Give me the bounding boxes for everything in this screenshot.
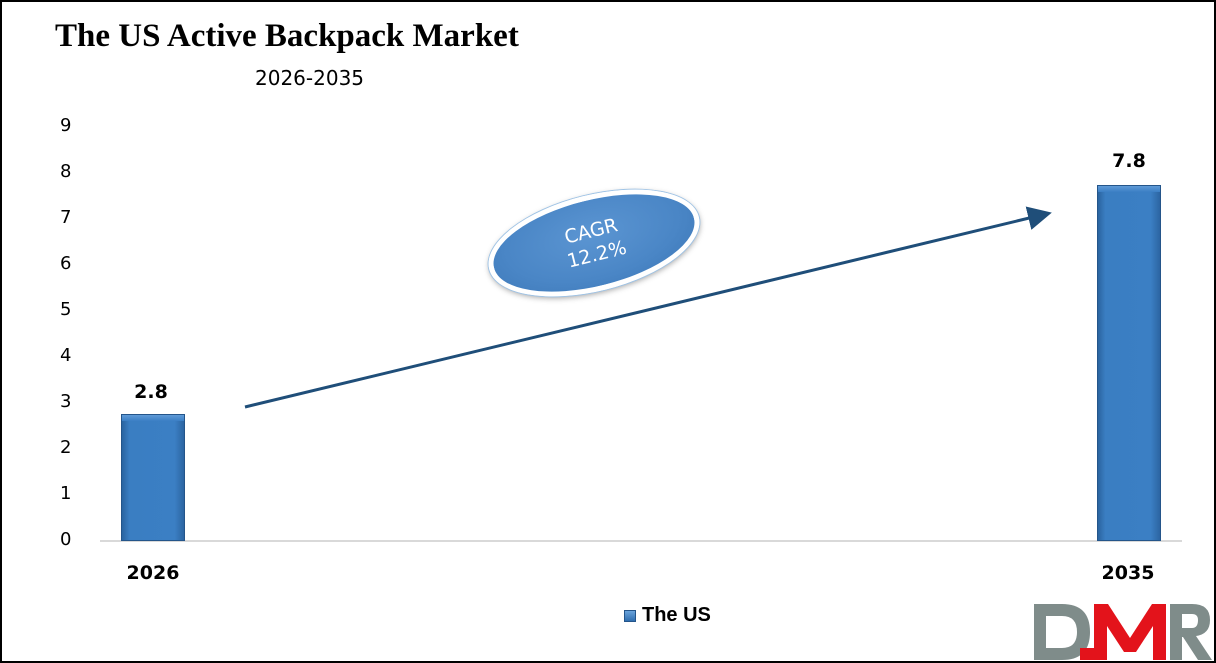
legend-swatch-icon xyxy=(624,609,636,622)
y-tick: 5 xyxy=(60,299,72,320)
legend: The US xyxy=(624,604,711,627)
y-tick: 3 xyxy=(60,391,72,412)
x-axis-line xyxy=(100,540,1182,542)
chart-title: The US Active Backpack Market xyxy=(55,18,519,54)
legend-label: The US xyxy=(642,604,711,626)
bar-2035 xyxy=(1097,185,1161,541)
bar-value-label: 7.8 xyxy=(1112,150,1146,172)
y-tick: 4 xyxy=(60,345,72,366)
chart-subtitle: 2026-2035 xyxy=(255,66,365,90)
y-tick: 6 xyxy=(60,253,72,274)
y-tick: 0 xyxy=(60,529,72,550)
x-tick-label: 2026 xyxy=(126,562,180,584)
x-tick-label: 2035 xyxy=(1101,562,1155,584)
dmr-logo-icon xyxy=(1034,604,1212,660)
y-tick: 7 xyxy=(60,207,72,228)
y-tick: 2 xyxy=(60,437,72,458)
y-tick: 1 xyxy=(60,483,72,504)
bar-2026 xyxy=(121,414,185,541)
bar-value-label: 2.8 xyxy=(134,381,168,403)
y-tick: 9 xyxy=(60,115,72,136)
y-tick: 8 xyxy=(60,161,72,182)
